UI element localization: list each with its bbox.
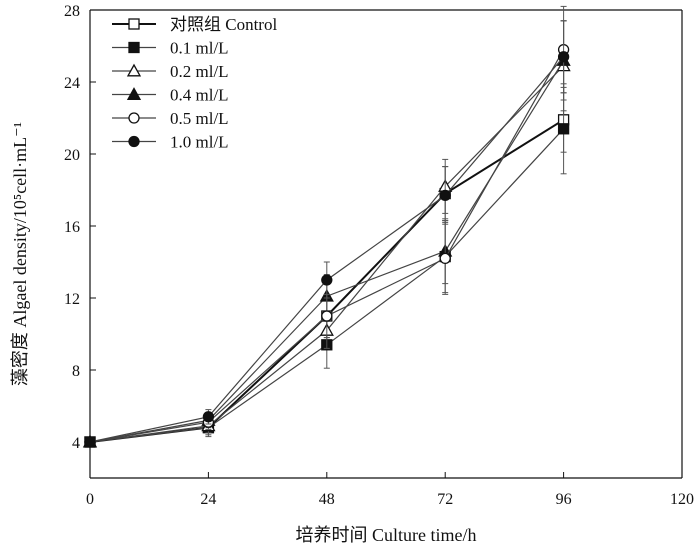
series-layer	[82, 5, 571, 448]
data-point	[128, 41, 140, 54]
x-tick-label: 72	[437, 491, 453, 508]
legend: 对照组 Control 0.1 ml/L 0.2 ml/L 0.4 ml/L 0.5 m…	[112, 15, 277, 152]
x-tick-label: 96	[556, 491, 572, 508]
data-point	[126, 63, 142, 77]
y-axis: 4 8 12 16 20 24 28	[64, 3, 96, 452]
series-line	[89, 65, 565, 443]
series-4	[84, 5, 570, 448]
x-tick-label: 24	[200, 491, 216, 508]
series-line	[89, 60, 565, 443]
x-tick-label: 48	[319, 491, 335, 508]
legend-label: 0.2 ml/L	[170, 62, 229, 81]
y-tick-label: 16	[64, 219, 80, 236]
data-point	[126, 87, 142, 100]
data-point	[202, 411, 215, 423]
legend-label: 0.4 ml/L	[170, 86, 229, 105]
x-axis: 0 24 48 72 96 120	[86, 472, 694, 508]
data-point	[557, 51, 570, 63]
data-point	[128, 18, 140, 30]
y-tick-label: 20	[64, 147, 80, 164]
series-3	[82, 20, 571, 448]
data-point	[84, 436, 96, 448]
legend-label: 0.5 ml/L	[170, 109, 229, 128]
plot-frame	[89, 9, 683, 479]
y-tick-label: 24	[64, 75, 80, 92]
data-point	[128, 135, 140, 148]
y-tick-label: 4	[72, 435, 80, 452]
series-2	[82, 20, 571, 448]
y-axis-title: 藻密度 Algael density/10⁵cell·mL⁻¹	[10, 122, 30, 386]
x-tick-label: 0	[86, 491, 94, 508]
data-point	[128, 112, 140, 124]
x-axis-title: 培养时间 Culture time/h	[296, 525, 477, 545]
series-line	[89, 56, 565, 443]
x-tick-label: 120	[670, 491, 694, 508]
data-point	[321, 274, 333, 286]
data-point	[439, 252, 451, 265]
data-point	[557, 123, 570, 135]
legend-label: 1.0 ml/L	[170, 133, 229, 152]
y-tick-label: 8	[72, 363, 80, 380]
legend-label: 0.1 ml/L	[170, 39, 229, 58]
data-point	[321, 310, 333, 322]
legend-label: 对照组 Control	[170, 15, 277, 34]
series-line	[89, 49, 565, 443]
data-point	[439, 189, 451, 202]
series-5	[84, 20, 570, 448]
y-tick-label: 12	[64, 291, 80, 308]
y-tick-label: 28	[64, 3, 80, 20]
